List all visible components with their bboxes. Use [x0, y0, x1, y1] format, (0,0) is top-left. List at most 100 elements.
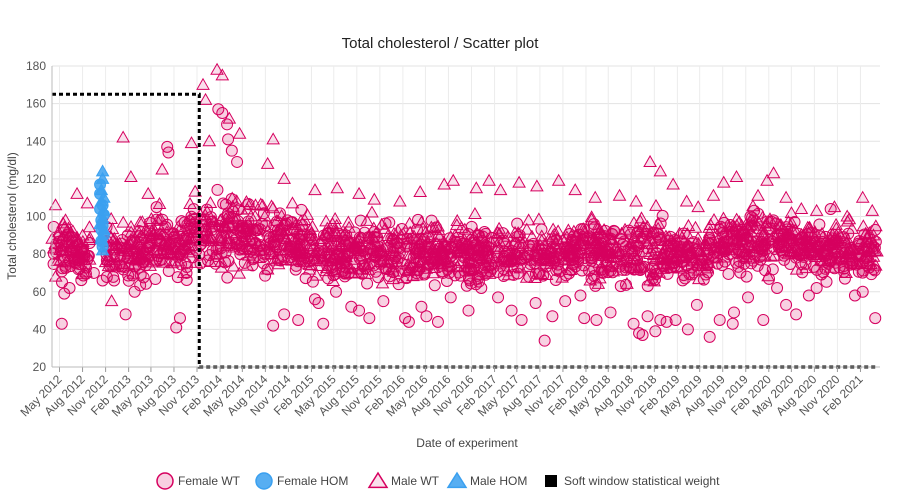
male-wt-point — [829, 217, 843, 230]
female-wt-point — [476, 234, 489, 247]
female-wt-point — [451, 231, 464, 244]
female-wt-point — [558, 245, 571, 258]
female-wt-point — [535, 223, 548, 236]
male-wt-point — [309, 268, 324, 281]
legend-item[interactable]: Soft window statistical weight — [545, 474, 720, 488]
male-wt-point — [70, 186, 84, 199]
female-wt-point — [268, 235, 281, 248]
male-wt-point — [232, 126, 247, 139]
male-wt-point — [625, 260, 640, 273]
female-wt-point — [356, 259, 369, 272]
male-wt-point — [649, 198, 663, 211]
female-wt-point — [810, 281, 823, 294]
male-wt-point — [633, 214, 648, 227]
female-wt-point — [326, 261, 339, 274]
female-wt-point — [740, 270, 753, 283]
male-wt-point — [215, 68, 230, 81]
legend-item[interactable]: Male HOM — [446, 471, 527, 489]
legend-label: Female HOM — [277, 474, 348, 488]
male-wt-point — [104, 294, 119, 307]
female-wt-point — [96, 274, 109, 287]
male-wt-point — [216, 220, 230, 233]
female-wt-point — [57, 233, 70, 246]
data-points — [45, 62, 884, 347]
male-wt-point — [702, 225, 717, 238]
female-wt-point — [857, 256, 870, 269]
male-wt-point — [577, 232, 591, 245]
female-wt-point — [259, 269, 272, 282]
male-wt-point — [555, 270, 569, 283]
female-wt-point — [336, 252, 349, 265]
male-wt-point — [155, 162, 170, 175]
female-wt-point — [312, 297, 325, 310]
male-wt-point — [144, 211, 159, 224]
male-wt-point — [338, 226, 352, 239]
male-wt-point — [716, 211, 731, 224]
female-wt-point — [527, 237, 540, 250]
female-wt-point — [271, 224, 284, 237]
male-hom-point — [93, 217, 107, 230]
female-wt-point — [575, 247, 588, 260]
male-wt-point — [82, 220, 97, 233]
female-wt-point — [757, 313, 770, 326]
male-wt-point — [285, 196, 300, 209]
male-wt-point — [452, 239, 467, 252]
male-wt-point — [468, 246, 483, 259]
female-wt-point — [354, 214, 367, 227]
female-wt-point — [231, 155, 244, 168]
male-wt-point — [563, 262, 578, 275]
female-wt-point — [684, 247, 697, 260]
female-wt-point — [292, 313, 305, 326]
male-wt-point — [866, 228, 881, 241]
male-wt-point — [549, 236, 563, 250]
legend-item[interactable]: Male WT — [367, 471, 440, 489]
male-wt-point — [446, 173, 461, 186]
male-wt-point — [809, 203, 824, 216]
female-wt-point — [818, 245, 831, 258]
female-wt-point — [796, 236, 809, 249]
male-wt-point — [756, 230, 771, 243]
female-wt-point — [361, 277, 374, 290]
male-wt-point — [157, 218, 172, 231]
female-wt-point — [669, 313, 682, 326]
legend-item[interactable]: Female WT — [156, 472, 241, 490]
male-wt-point — [266, 132, 281, 145]
female-wt-point — [489, 246, 502, 259]
female-wt-point — [727, 306, 740, 319]
male-wt-point — [469, 181, 484, 194]
female-wt-point — [284, 216, 297, 229]
female-wt-point — [867, 263, 880, 276]
female-wt-point — [436, 266, 449, 279]
male-wt-point — [141, 186, 156, 199]
female-wt-point — [675, 235, 688, 248]
male-wt-point — [751, 188, 765, 201]
female-wt-point — [796, 266, 809, 279]
female-wt-point — [529, 267, 542, 280]
female-wt-point — [869, 223, 882, 236]
female-wt-point — [638, 260, 651, 273]
female-wt-point — [463, 274, 476, 287]
male-wt-point — [436, 234, 451, 247]
male-wt-point — [643, 154, 657, 167]
male-wt-point — [416, 252, 431, 265]
male-wt-point — [620, 276, 634, 289]
male-wt-point — [784, 240, 799, 253]
legend-item[interactable]: Female HOM — [255, 472, 348, 490]
male-wt-point — [341, 215, 356, 228]
male-hom-point — [96, 190, 111, 203]
female-wt-point — [646, 272, 659, 285]
male-wt-point — [116, 215, 131, 228]
male-wt-point — [202, 232, 216, 245]
male-wt-point — [784, 206, 799, 219]
male-wt-point — [214, 260, 229, 273]
male-wt-point — [427, 261, 442, 274]
female-wt-point — [419, 240, 432, 253]
female-wt-point — [381, 242, 394, 255]
male-wt-point — [836, 253, 851, 266]
male-wt-point — [653, 164, 668, 177]
female-wt-point — [353, 304, 366, 317]
male-wt-point — [268, 251, 282, 264]
female-wt-point — [76, 251, 89, 264]
female-wt-point — [529, 297, 542, 310]
male-wt-point — [334, 249, 349, 262]
